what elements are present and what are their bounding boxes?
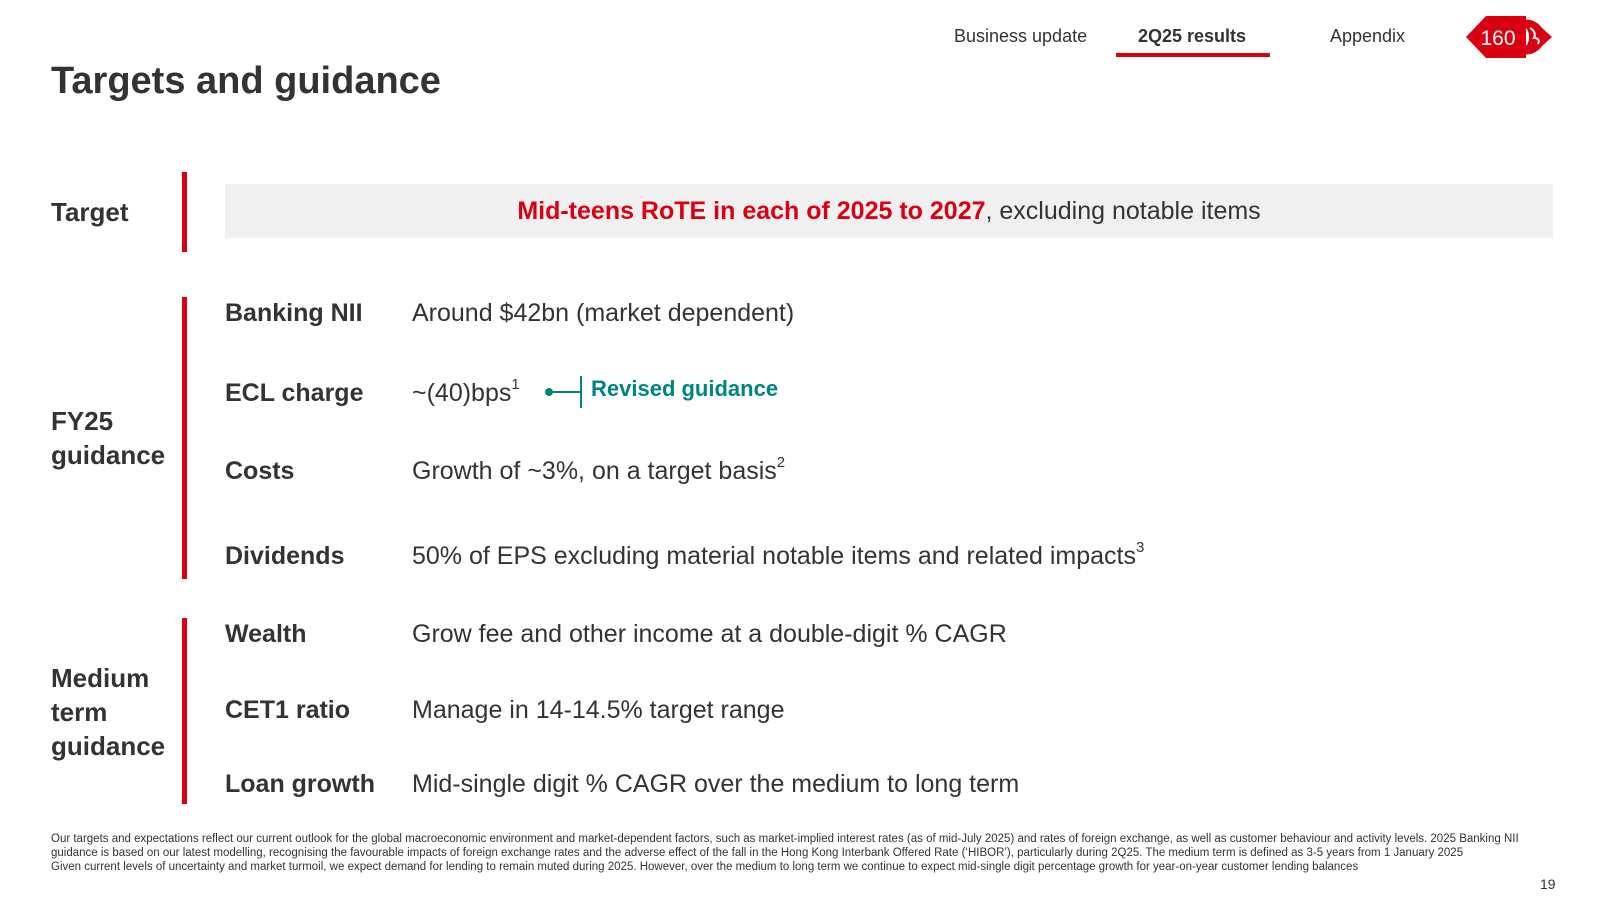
- hsbc-160-logo: 160: [1466, 16, 1552, 58]
- cet1-ratio-label: CET1 ratio: [225, 696, 351, 724]
- wealth-value: Grow fee and other income at a double-di…: [412, 620, 1007, 648]
- revised-guidance-connector-icon: [545, 376, 582, 408]
- target-highlight: Mid-teens RoTE in each of 2025 to 2027: [517, 196, 986, 225]
- page-title: Targets and guidance: [51, 60, 441, 102]
- medium-term-section-label: Medium term guidance: [51, 663, 166, 761]
- ecl-charge-label: ECL charge: [225, 379, 364, 407]
- target-red-bar: [182, 172, 187, 252]
- loan-growth-label: Loan growth: [225, 770, 375, 798]
- page-number: 19: [1540, 876, 1556, 892]
- footnote-paragraph-1: Our targets and expectations reflect our…: [51, 833, 1519, 859]
- target-rest: , excluding notable items: [985, 196, 1261, 225]
- fy25-red-bar: [182, 297, 187, 579]
- dividends-value: 50% of EPS excluding material notable it…: [412, 538, 1145, 570]
- footnote-ref-2: 2: [776, 453, 786, 471]
- footnote-ref-3: 3: [1136, 538, 1145, 556]
- banking-nii-value: Around $42bn (market dependent): [412, 299, 795, 327]
- dividends-label: Dividends: [225, 542, 345, 570]
- nav-business-update[interactable]: Business update: [954, 26, 1088, 46]
- footnote-ref-1: 1: [511, 375, 520, 393]
- cet1-ratio-value: Manage in 14-14.5% target range: [412, 696, 785, 724]
- loan-growth-value: Mid-single digit % CAGR over the medium …: [412, 770, 1020, 798]
- footnote: Our targets and expectations reflect our…: [51, 832, 1536, 874]
- target-section-label: Target: [51, 197, 129, 227]
- logo-text: 160: [1480, 27, 1515, 50]
- footnote-paragraph-2: Given current levels of uncertainty and …: [51, 861, 1359, 873]
- wealth-label: Wealth: [225, 620, 307, 648]
- revised-guidance-label: Revised guidance: [591, 376, 779, 401]
- banking-nii-label: Banking NII: [225, 299, 363, 327]
- nav-appendix[interactable]: Appendix: [1330, 26, 1406, 46]
- fy25-section-label: FY25 guidance: [51, 406, 166, 470]
- nav-2q25-results[interactable]: 2Q25 results: [1138, 26, 1247, 46]
- costs-value: Growth of ~3%, on a target basis2: [412, 453, 786, 485]
- target-box: Mid-teens RoTE in each of 2025 to 2027, …: [225, 184, 1553, 238]
- ecl-charge-value: ~(40)bps1: [412, 375, 520, 407]
- costs-label: Costs: [225, 457, 295, 485]
- nav-active-underline: [1116, 53, 1270, 57]
- medium-term-red-bar: [182, 618, 187, 804]
